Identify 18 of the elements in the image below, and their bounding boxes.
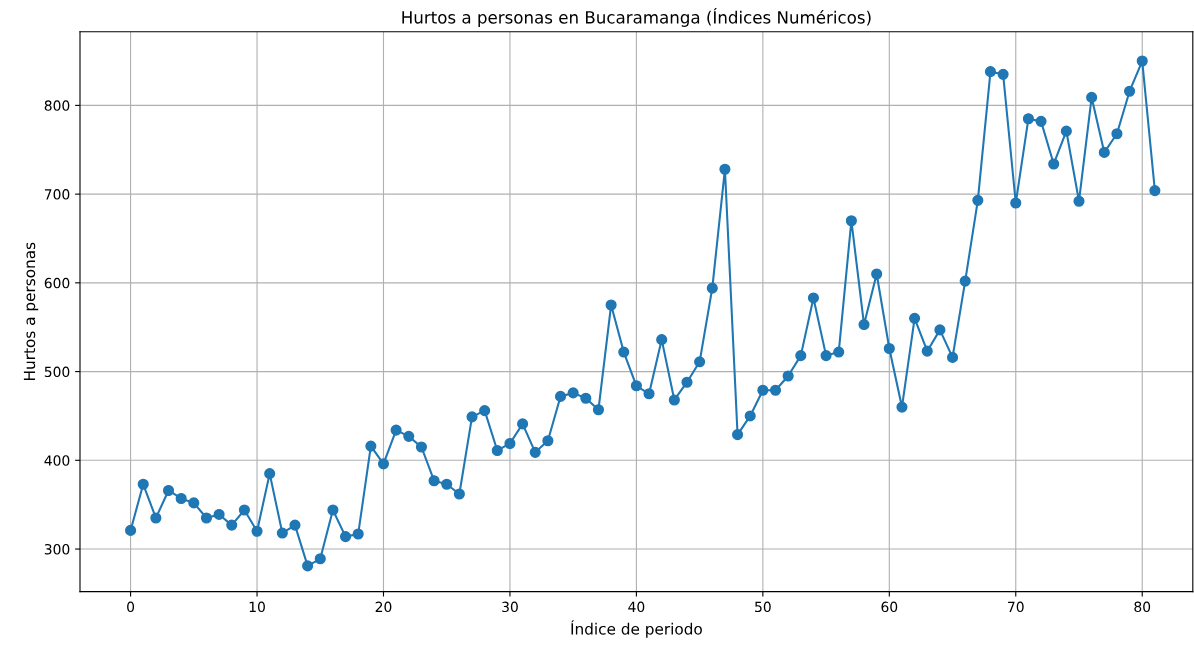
x-tick-label: 10 xyxy=(249,601,265,613)
x-axis-title: Índice de periodo xyxy=(571,620,702,638)
x-tick-label: 40 xyxy=(628,601,645,613)
y-tick-label: 400 xyxy=(44,455,70,466)
y-tick-label: 700 xyxy=(44,189,70,200)
x-tick-label: 60 xyxy=(881,601,898,613)
x-tick-label: 0 xyxy=(127,601,135,613)
y-axis-title: Hurtos a personas xyxy=(23,242,39,380)
y-tick-label: 300 xyxy=(44,544,70,555)
x-tick-label: 30 xyxy=(502,601,518,613)
chart-title: Hurtos a personas en Bucaramanga (Índices Numéricos) xyxy=(402,8,871,27)
y-tick-label: 500 xyxy=(44,366,70,378)
y-tick-label: 600 xyxy=(44,277,70,289)
x-tick-label: 20 xyxy=(375,601,392,613)
y-tick-label: 800 xyxy=(44,100,70,111)
x-tick-label: 50 xyxy=(755,601,771,613)
x-tick-label: 70 xyxy=(1008,601,1024,613)
x-tick-label: 80 xyxy=(1134,601,1151,613)
